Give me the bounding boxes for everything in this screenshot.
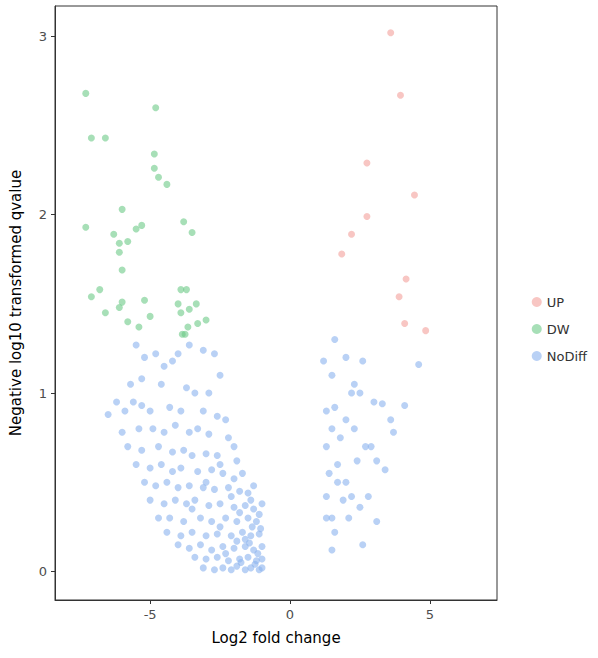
svg-text:1: 1: [39, 386, 47, 401]
svg-text:Log2 fold change: Log2 fold change: [211, 629, 340, 647]
svg-text:-5: -5: [144, 607, 157, 622]
svg-text:0: 0: [39, 564, 47, 579]
svg-text:0: 0: [286, 607, 294, 622]
svg-text:5: 5: [426, 607, 434, 622]
svg-text:NoDiff: NoDiff: [547, 349, 588, 364]
svg-text:Negative log10 transformed qva: Negative log10 transformed qvalue: [7, 170, 25, 436]
svg-text:3: 3: [39, 29, 47, 44]
svg-text:DW: DW: [547, 322, 570, 337]
svg-text:2: 2: [39, 207, 47, 222]
svg-text:UP: UP: [547, 295, 565, 310]
